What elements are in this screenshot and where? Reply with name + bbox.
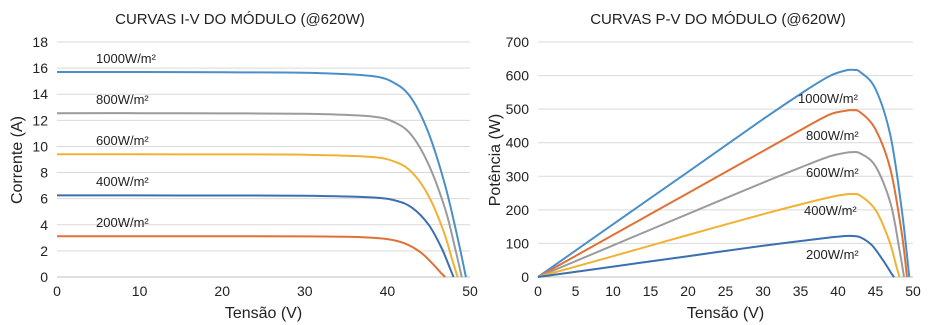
- x-tick-label: 50: [462, 283, 478, 299]
- x-tick-label: 0: [53, 283, 61, 299]
- series-label: 1000W/m²: [798, 91, 859, 106]
- series-line-4: [537, 234, 896, 278]
- x-tick-label: 15: [643, 283, 659, 299]
- series-label: 400W/m²: [96, 174, 149, 189]
- series-line-3: [57, 194, 455, 278]
- x-tick-label: 20: [680, 283, 696, 299]
- x-tick-label: 25: [718, 283, 734, 299]
- y-tick-label: 500: [506, 101, 530, 117]
- y-tick-label: 12: [32, 112, 48, 128]
- series-line-1: [537, 109, 908, 278]
- y-tick-label: 16: [32, 60, 48, 76]
- y-tick-label: 18: [32, 34, 48, 50]
- y-tick-label: 10: [32, 138, 48, 154]
- series-label: 800W/m²: [96, 92, 149, 107]
- y-tick-label: 700: [506, 34, 530, 50]
- y-tick-label: 4: [40, 217, 48, 233]
- x-tick-label: 30: [297, 283, 313, 299]
- iv-chart: CURVAS I-V DO MÓDULO (@620W) 0 2 4 6 8 10 12 14 1…: [9, 11, 478, 322]
- y-tick-label: 8: [40, 165, 48, 181]
- y-tick-label: 300: [506, 168, 530, 184]
- series-label: 200W/m²: [96, 215, 149, 230]
- series-label: 600W/m²: [96, 133, 149, 148]
- y-tick-label: 200: [506, 202, 530, 218]
- x-tick-label: 30: [755, 283, 771, 299]
- series-line-3: [537, 192, 901, 278]
- series-label: 200W/m²: [806, 247, 859, 262]
- series-line-0: [57, 70, 467, 278]
- series-line-2: [537, 150, 905, 278]
- series-line-4: [57, 235, 446, 278]
- pv-chart: CURVAS P-V DO MÓDULO (@620W)010020030040…: [487, 11, 921, 322]
- chart-title: CURVAS P-V DO MÓDULO (@620W): [590, 11, 846, 28]
- y-tick-label: 0: [40, 269, 48, 285]
- x-tick-label: 40: [830, 283, 846, 299]
- y-tick-label: 14: [32, 86, 48, 102]
- x-tick-label: 0: [534, 283, 542, 299]
- series-line-2: [57, 153, 459, 278]
- series-line-1: [56, 112, 463, 278]
- y-tick-label: 0: [521, 269, 529, 285]
- chart-title: CURVAS I-V DO MÓDULO (@620W): [115, 11, 365, 28]
- y-tick-label: 100: [506, 235, 530, 251]
- series-label: 600W/m²: [806, 165, 859, 180]
- x-tick-label: 5: [572, 283, 580, 299]
- y-tick-label: 6: [40, 191, 48, 207]
- y-axis-label: Corrente (A): [9, 116, 26, 204]
- x-tick-label: 35: [793, 283, 809, 299]
- series-line-0: [537, 68, 911, 278]
- y-axis-label: Potência (W): [487, 114, 504, 206]
- y-tick-label: 2: [40, 243, 48, 259]
- x-axis-label: Tensão (V): [225, 305, 302, 322]
- y-tick-label: 400: [506, 135, 530, 151]
- x-tick-label: 50: [905, 283, 921, 299]
- x-tick-label: 10: [605, 283, 621, 299]
- y-tick-label: 600: [506, 68, 530, 84]
- x-tick-label: 45: [868, 283, 884, 299]
- x-tick-label: 40: [380, 283, 396, 299]
- x-tick-label: 20: [214, 283, 230, 299]
- series-label: 1000W/m²: [96, 51, 157, 66]
- x-axis-label: Tensão (V): [687, 305, 764, 322]
- x-tick-label: 10: [132, 283, 148, 299]
- series-label: 400W/m²: [804, 203, 857, 218]
- series-label: 800W/m²: [806, 128, 859, 143]
